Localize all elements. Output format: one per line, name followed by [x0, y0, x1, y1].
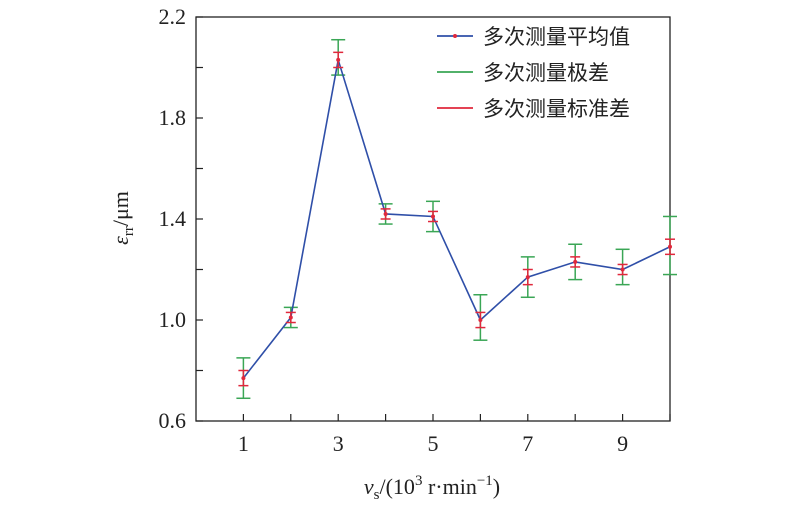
x-tick-label: 1 [238, 431, 249, 456]
y-tick-label: 1.0 [159, 307, 187, 332]
mean-point [620, 267, 625, 272]
std-error-bars [238, 51, 675, 387]
mean-line [242, 59, 671, 379]
legend-marker [453, 34, 457, 38]
mean-point [431, 214, 435, 219]
mean-point [573, 259, 578, 264]
mean-point [478, 318, 483, 322]
y-tick-label: 1.4 [159, 206, 187, 231]
mean-point [288, 315, 293, 320]
y-tick-label: 2.2 [159, 4, 187, 29]
y-axis-title: εrr/μm [108, 191, 137, 245]
mean-point [336, 57, 341, 62]
mean-point [525, 275, 530, 280]
range-error-bars [236, 38, 677, 400]
mean-point [383, 211, 388, 216]
mean-point [668, 244, 672, 249]
x-tick-label: 7 [522, 431, 533, 456]
legend-label: 多次测量标准差 [483, 97, 630, 121]
x-tick-label: 5 [428, 431, 439, 456]
tick-labels: 1 3 5 7 9 0.6 1.0 1.4 1.8 2.2 [159, 4, 629, 456]
legend-item: 多次测量平均值 [437, 25, 630, 49]
legend-label: 多次测量极差 [483, 61, 609, 85]
x-axis-title: vs/(103 r·min−1) [364, 473, 500, 503]
mean-point [241, 376, 246, 381]
x-tick-label: 9 [617, 431, 628, 456]
x-tick-label: 3 [333, 431, 344, 456]
legend-item: 多次测量极差 [437, 61, 609, 85]
legend-item: 多次测量标准差 [437, 97, 630, 121]
legend-label: 多次测量平均值 [483, 25, 630, 49]
y-tick-label: 1.8 [159, 105, 187, 130]
y-tick-label: 0.6 [159, 408, 187, 433]
mean-line-layer [242, 59, 671, 379]
